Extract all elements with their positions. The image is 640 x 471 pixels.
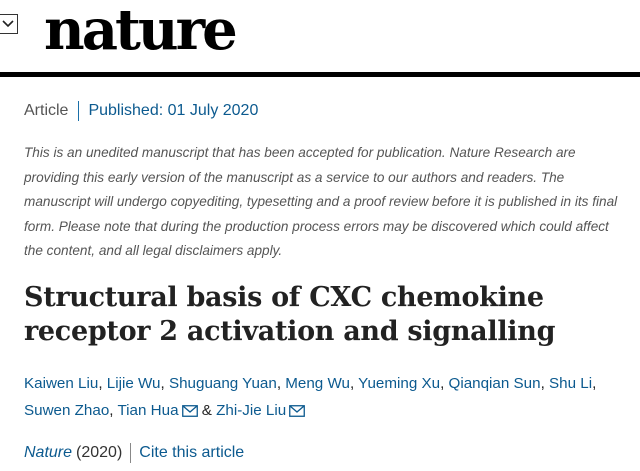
author-separator: , [440,375,449,392]
email-icon[interactable] [181,405,198,417]
article-meta: Article Published: 01 July 2020 [24,101,258,121]
author-link[interactable]: Yueming Xu [358,375,441,392]
nature-logo[interactable]: nature [44,0,238,63]
author-link[interactable]: Zhi-Jie Liu [216,402,287,419]
author-separator: , [276,375,286,392]
meta-separator [78,101,80,121]
author-separator: , [349,375,359,392]
journal-link[interactable]: Nature [24,444,73,461]
author-separator: , [109,402,118,419]
author-link[interactable]: Tian Hua [117,402,179,419]
header-divider [0,72,640,77]
article-type: Article [24,102,69,119]
chevron-down-icon [2,20,14,28]
publication-year: (2020) [76,444,123,461]
citation-line: Nature (2020) Cite this article [24,443,244,463]
author-separator: , [98,375,107,392]
author-link[interactable]: Shuguang Yuan [168,375,277,392]
author-and: & [201,402,212,419]
author-link[interactable]: Meng Wu [285,375,350,392]
author-separator: , [592,375,597,392]
author-link[interactable]: Shu Li [549,375,593,392]
manuscript-notice: This is an unedited manuscript that has … [24,145,618,258]
author-separator: , [540,375,550,392]
email-icon[interactable] [289,405,306,417]
author-link[interactable]: Lijie Wu [106,375,161,392]
article-title: Structural basis of CXC chemokine recept… [24,282,556,347]
author-list: Kaiwen Liu, Lijie Wu, Shuguang Yuan, Men… [24,370,634,424]
citation-separator [130,443,132,463]
author-separator: , [160,375,169,392]
published-date: Published: 01 July 2020 [88,102,259,119]
cite-this-article-link[interactable]: Cite this article [139,444,245,461]
author-link[interactable]: Suwen Zhao [24,402,110,419]
author-link[interactable]: Kaiwen Liu [24,375,99,392]
menu-dropdown-button[interactable] [0,14,18,34]
author-link[interactable]: Qianqian Sun [448,375,541,392]
